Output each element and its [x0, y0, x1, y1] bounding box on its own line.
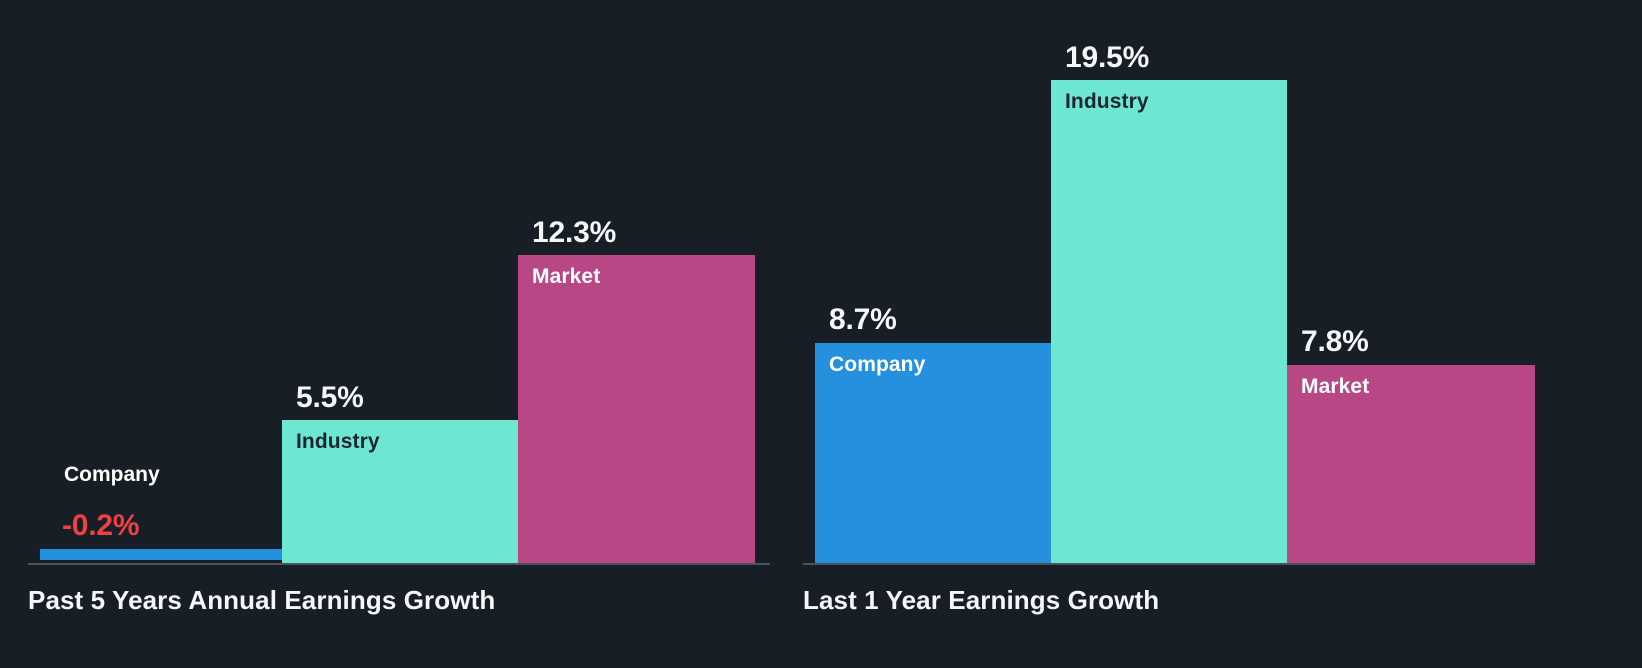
bar-series-label-company-left: Company — [64, 463, 160, 486]
plot-area-right: 8.7% Company 19.5% Industry 7.8% Market — [800, 0, 1642, 565]
bar-market-right[interactable]: Market — [1287, 365, 1535, 565]
bar-group-company-left: Company -0.2% — [40, 0, 282, 565]
bar-series-label-industry-left: Industry — [296, 430, 380, 453]
chart-panel-last-1-year: 8.7% Company 19.5% Industry 7.8% Market — [800, 0, 1642, 668]
axis-baseline-right — [803, 563, 1535, 565]
bar-series-label-market-left: Market — [532, 265, 601, 288]
chart-panel-past-5-years: Company -0.2% 5.5% Industry 12.3% Market — [0, 0, 800, 668]
bar-series-label-industry-right: Industry — [1065, 90, 1149, 113]
plot-area-left: Company -0.2% 5.5% Industry 12.3% Market — [0, 0, 800, 565]
bar-series-label-market-right: Market — [1301, 375, 1370, 398]
bar-group-industry-left: 5.5% Industry — [282, 0, 518, 565]
bar-series-label-company-right: Company — [829, 353, 926, 376]
bar-value-market-right: 7.8% — [1301, 325, 1369, 358]
bar-value-market-left: 12.3% — [532, 216, 617, 249]
bar-company-right[interactable]: Company — [815, 343, 1051, 565]
bar-market-left[interactable]: Market — [518, 255, 755, 565]
chart-title-right: Last 1 Year Earnings Growth — [803, 585, 1160, 615]
bar-industry-right[interactable]: Industry — [1051, 80, 1287, 565]
bar-value-industry-right: 19.5% — [1065, 41, 1150, 74]
bar-group-industry-right: 19.5% Industry — [1051, 0, 1287, 565]
axis-baseline-left — [28, 563, 770, 565]
chart-title-left: Past 5 Years Annual Earnings Growth — [28, 585, 496, 615]
bar-group-market-left: 12.3% Market — [518, 0, 755, 565]
bar-company-left-negative[interactable] — [40, 549, 282, 560]
bar-industry-left[interactable]: Industry — [282, 420, 518, 565]
bar-group-company-right: 8.7% Company — [815, 0, 1051, 565]
bar-group-market-right: 7.8% Market — [1287, 0, 1535, 565]
bar-value-industry-left: 5.5% — [296, 381, 364, 414]
bar-value-company-left: -0.2% — [62, 509, 140, 542]
bar-value-company-right: 8.7% — [829, 303, 897, 336]
